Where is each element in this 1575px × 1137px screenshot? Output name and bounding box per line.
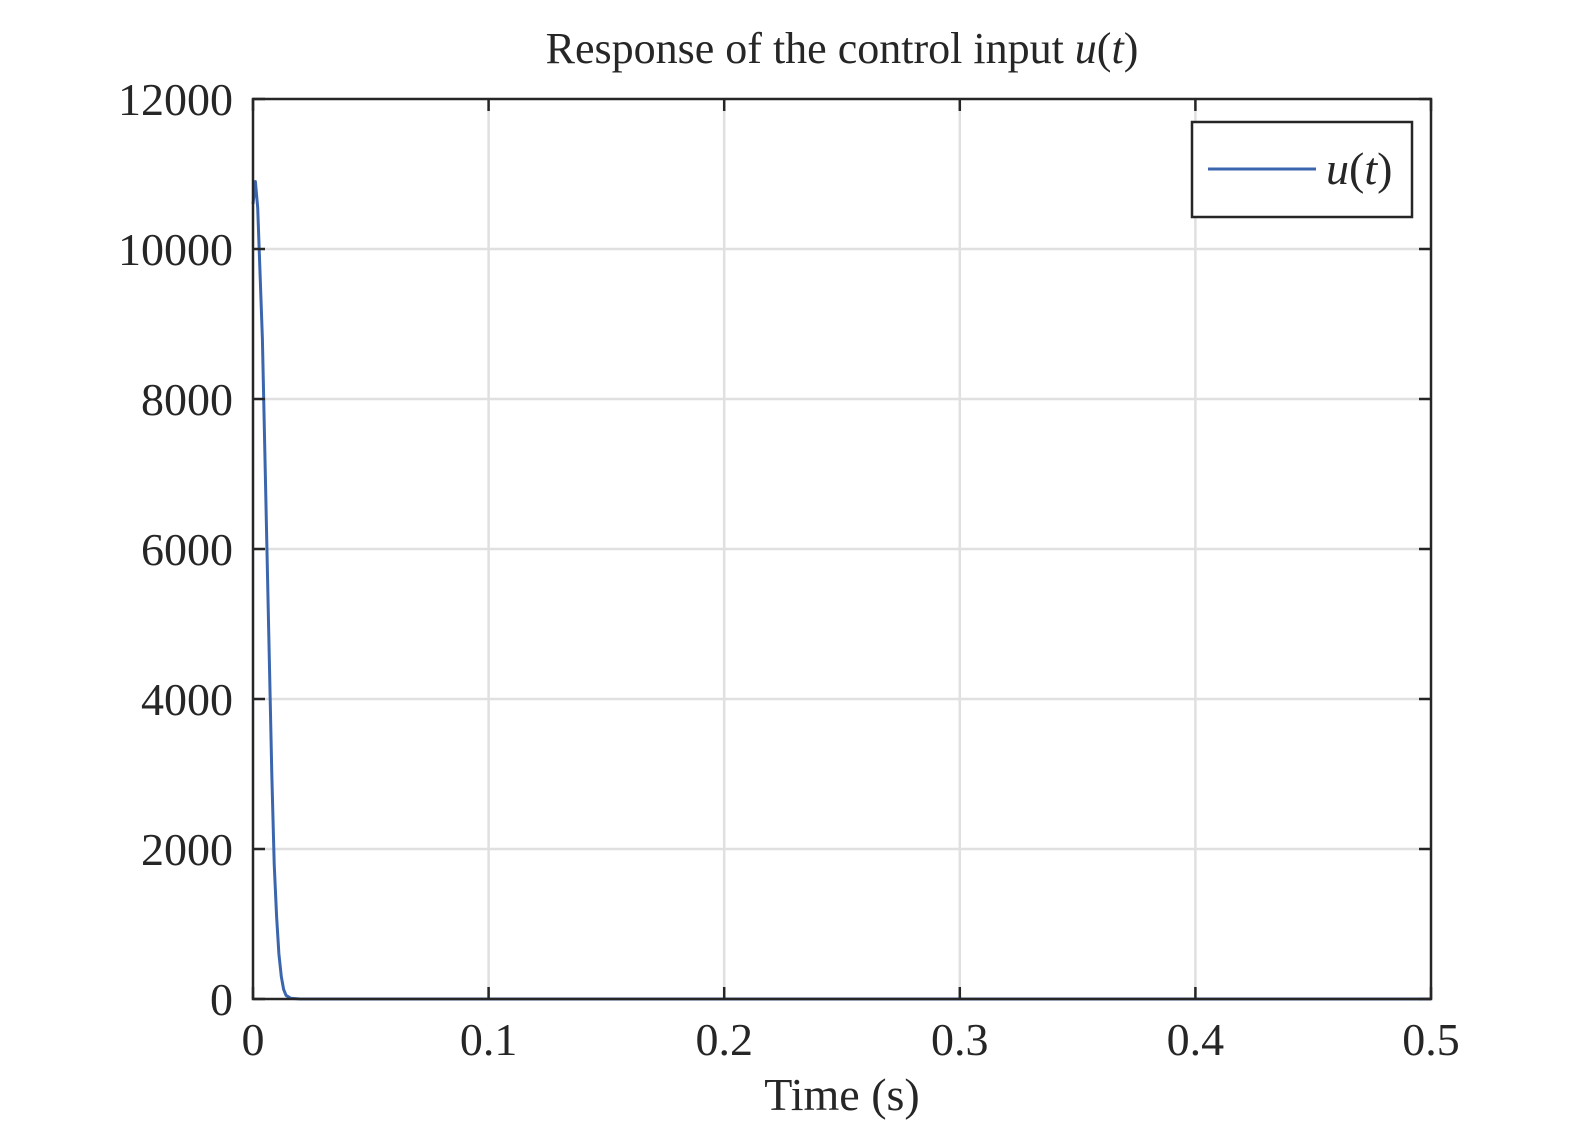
chart-title-text: Response of the control input u(t) [546, 24, 1139, 73]
legend-open-paren: ( [1349, 143, 1364, 194]
x-tick-label: 0.5 [1402, 1014, 1460, 1065]
legend-u-var: u [1326, 143, 1349, 194]
title-u-var: u [1075, 24, 1097, 73]
title-close-paren: ) [1124, 24, 1139, 73]
x-axis-label: Time (s) [764, 1069, 920, 1120]
x-tick-label: 0.2 [695, 1014, 753, 1065]
title-main-text: Response of the control input [546, 24, 1075, 73]
x-tick-label: 0.4 [1167, 1014, 1225, 1065]
y-tick-label: 10000 [118, 224, 233, 275]
y-tick-label: 8000 [141, 374, 233, 425]
tick-labels: 0 0.1 0.2 0.3 0.4 0.5 0 2000 4000 6000 8000 10000 12… [118, 74, 1460, 1065]
grid [253, 99, 1431, 999]
legend-t-var: t [1364, 143, 1378, 194]
title-open-paren: ( [1097, 24, 1112, 73]
x-tick-label: 0.1 [460, 1014, 518, 1065]
x-tick-label: 0 [242, 1014, 265, 1065]
y-tick-label: 2000 [141, 824, 233, 875]
legend-label: u(t) [1326, 143, 1392, 194]
title-t-var: t [1111, 24, 1125, 73]
legend-close-paren: ) [1377, 143, 1392, 194]
legend: u(t) [1190, 120, 1414, 219]
y-tick-label: 4000 [141, 674, 233, 725]
ticks [251, 97, 1433, 1001]
chart-title: Response of the control input u(t) [546, 24, 1139, 73]
y-tick-label: 0 [210, 974, 233, 1025]
x-tick-label: 0.3 [931, 1014, 989, 1065]
y-tick-label: 12000 [118, 74, 233, 125]
y-tick-label: 6000 [141, 524, 233, 575]
